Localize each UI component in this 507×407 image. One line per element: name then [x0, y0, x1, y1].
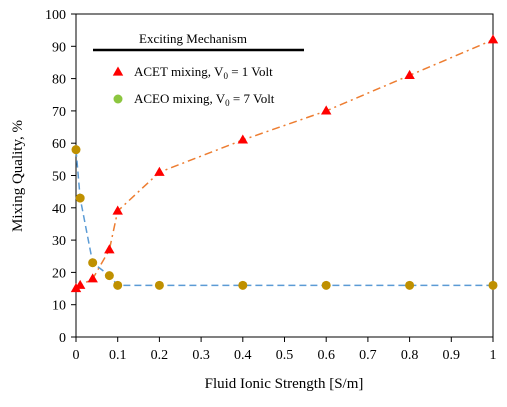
legend-title: Exciting Mechanism: [139, 31, 247, 46]
y-tick-label: 80: [52, 73, 66, 88]
series-2-point: [75, 193, 85, 203]
x-tick-label: 0: [73, 348, 80, 363]
x-tick-label: 0.5: [276, 348, 294, 363]
y-tick-label: 20: [52, 266, 66, 281]
series-1-point: [154, 166, 165, 176]
x-tick-label: 0.1: [109, 348, 127, 363]
y-tick-label: 40: [52, 202, 66, 217]
legend-label-1: ACET mixing, V0 = 1 Volt: [134, 64, 273, 81]
x-tick-label: 0.8: [401, 348, 419, 363]
legend-marker-1: [112, 66, 124, 76]
series-line-2: [75, 149, 493, 287]
series-1-point: [487, 34, 499, 44]
y-tick-label: 60: [52, 137, 66, 152]
x-tick-label: 0.9: [443, 348, 461, 363]
series-2-point: [321, 280, 331, 290]
series-2-point: [104, 271, 114, 281]
series-1-point: [237, 134, 249, 144]
x-axis-title: Fluid Ionic Strength [S/m]: [205, 376, 364, 392]
series-1-point: [104, 244, 115, 254]
y-tick-label: 100: [45, 8, 66, 23]
series-2-point: [113, 280, 123, 290]
y-tick-label: 90: [52, 40, 66, 55]
series-2-point: [238, 280, 248, 290]
y-tick-label: 0: [59, 331, 66, 346]
legend-label-2: ACEO mixing, V0 = 7 Volt: [134, 91, 275, 108]
series-1-point: [404, 69, 415, 79]
x-tick-label: 0.3: [192, 348, 210, 363]
series-line-1: [75, 39, 494, 290]
x-tick-label: 1: [490, 348, 497, 363]
x-tick-label: 0.7: [359, 348, 377, 363]
series-2-point: [488, 280, 498, 290]
legend-marker-2: [113, 94, 123, 104]
series-1-point: [87, 273, 98, 283]
y-tick-label: 50: [52, 170, 66, 185]
plot-frame: [75, 13, 494, 338]
series-1-point: [320, 105, 332, 115]
x-tick-label: 0.6: [317, 348, 335, 363]
series-1-point: [74, 279, 86, 289]
series-2-point: [71, 145, 81, 155]
series-2-point: [154, 280, 164, 290]
y-tick-label: 10: [52, 299, 66, 314]
series-2-point: [405, 280, 415, 290]
y-tick-label: 70: [52, 105, 66, 120]
x-tick-label: 0.2: [151, 348, 169, 363]
y-tick-label: 30: [52, 234, 66, 249]
series-2-point: [88, 258, 98, 268]
series-1-point: [112, 205, 123, 215]
x-tick-label: 0.4: [234, 348, 252, 363]
y-axis-title: Mixing Quality, %: [10, 120, 26, 232]
